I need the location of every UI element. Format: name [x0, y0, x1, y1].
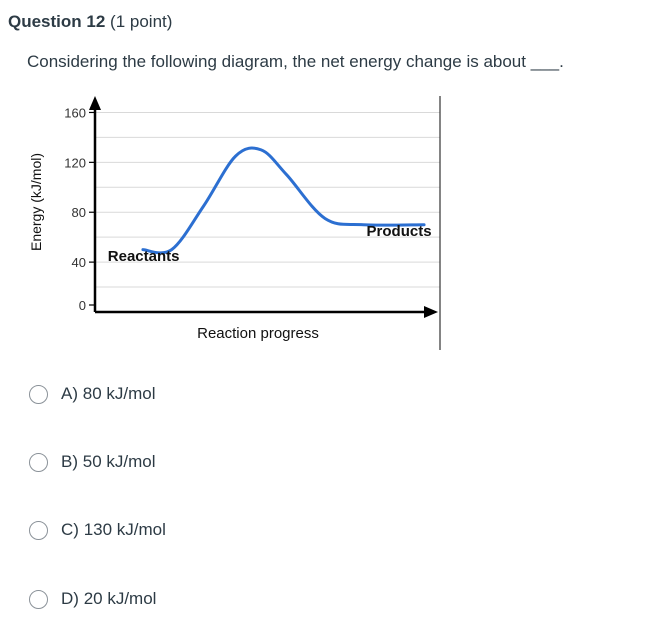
question-header: Question 12 (1 point): [8, 12, 172, 32]
option-b-label: 50 kJ/mol: [82, 452, 156, 471]
reactants-label: Reactants: [108, 248, 180, 265]
option-d-label: 20 kJ/mol: [83, 589, 157, 608]
option-a-letter: A): [61, 384, 78, 403]
question-text: Considering the following diagram, the n…: [27, 52, 564, 71]
y-tick-label: 120: [64, 155, 86, 170]
energy-diagram: 0 40 80 120 160 Reactants Products Reaction pr…: [28, 96, 441, 350]
energy-curve-line: [141, 146, 426, 255]
chart-labels: Reactants Products Reaction progress Energy…: [28, 153, 432, 342]
question-number: Question 12: [8, 12, 106, 31]
radio-button[interactable]: [29, 520, 48, 540]
y-axis-ticks: 0 40 80 120 160: [64, 96, 438, 318]
chart-grid: [95, 111, 440, 288]
radio-button[interactable]: [29, 452, 48, 472]
option-a-label: 80 kJ/mol: [82, 384, 156, 403]
y-axis-label: Energy (kJ/mol): [28, 153, 44, 251]
option-a[interactable]: A) 80 kJ/mol: [29, 382, 155, 406]
radio-button[interactable]: [29, 384, 48, 404]
option-d[interactable]: D) 20 kJ/mol: [29, 587, 156, 611]
option-b[interactable]: B) 50 kJ/mol: [29, 450, 155, 474]
y-tick-label: 40: [72, 255, 86, 270]
y-axis-arrow: [89, 96, 101, 110]
products-label: Products: [367, 223, 432, 240]
y-tick-label: 80: [72, 205, 86, 220]
option-c-label: 130 kJ/mol: [83, 520, 166, 539]
energy-curve: [141, 146, 426, 255]
option-c-letter: C): [61, 520, 79, 539]
y-tick-label: 160: [64, 105, 86, 120]
option-b-letter: B): [61, 452, 78, 471]
x-axis-label: Reaction progress: [197, 325, 319, 342]
question-points: (1 point): [110, 12, 173, 31]
x-axis-arrow: [424, 306, 438, 318]
y-tick-label: 0: [79, 298, 86, 313]
radio-button[interactable]: [29, 589, 48, 609]
option-d-letter: D): [61, 589, 79, 608]
option-c[interactable]: C) 130 kJ/mol: [29, 518, 166, 542]
